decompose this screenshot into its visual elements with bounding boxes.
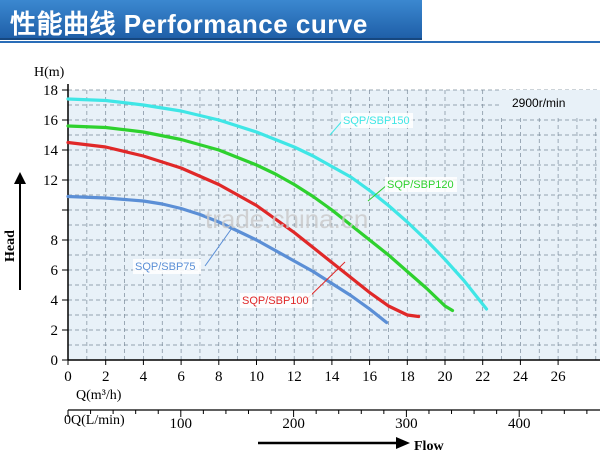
y-tick-label: 6 — [51, 263, 59, 279]
head-label: Head — [3, 230, 18, 262]
x2-tick-label: 200 — [282, 416, 305, 432]
y-tick-label: 16 — [43, 113, 59, 129]
flow-arrow-head — [396, 437, 410, 449]
speed-label: 2900r/min — [512, 96, 565, 110]
x2-tick-label: 300 — [395, 416, 418, 432]
y-tick-label: 2 — [51, 323, 59, 339]
series-label-leader — [329, 119, 344, 136]
watermark-text: trade.china.cn — [205, 204, 368, 234]
series-label-leader — [204, 227, 233, 267]
series-label-bg — [385, 177, 457, 192]
series-group — [66, 97, 489, 325]
series-label: SQP/SBP75 — [135, 261, 196, 273]
bottom-axes: Q(m³/h) 100 200 300 400 0Q(L/min) Flow — [64, 388, 600, 452]
series-label-leader — [367, 184, 388, 202]
title-underline — [0, 41, 600, 43]
x-tick-label: 18 — [400, 369, 415, 385]
series-line — [66, 194, 389, 325]
y-tick-label: 8 — [51, 233, 59, 249]
y-tick-label: 14 — [43, 143, 59, 159]
title-bar: 性能曲线 Performance curve — [0, 0, 422, 40]
x-tick-label: 6 — [177, 369, 185, 385]
series-label-bg — [133, 259, 201, 274]
head-label-group: Head — [3, 172, 26, 290]
series-line — [66, 140, 421, 319]
y-tick-label: 12 — [43, 173, 58, 189]
series-line — [66, 124, 455, 313]
labels-group: 2900r/min SQP/SBP75 SQP/SBP100 SQP/SBP120 SQ… — [133, 90, 600, 308]
x-tick-label: 24 — [513, 369, 529, 385]
x-tick-label: 8 — [215, 369, 223, 385]
x-axis-label: Q(m³/h) — [76, 388, 122, 403]
x2-tick-label: 100 — [170, 416, 193, 432]
head-arrow-head — [14, 172, 26, 184]
x-tick-label: 26 — [551, 369, 567, 385]
x2-tick-label: 400 — [508, 416, 531, 432]
x-tick-label: 22 — [475, 369, 490, 385]
y-tick-label: 0 — [51, 353, 59, 369]
x-tick-label: 10 — [249, 369, 264, 385]
x-tick-label: 14 — [324, 369, 340, 385]
x2-axis-label: 0Q(L/min) — [64, 413, 125, 428]
x-tick-label: 0 — [64, 369, 72, 385]
x-tick-label: 2 — [102, 369, 110, 385]
y-axis-label: H(m) — [34, 65, 65, 80]
series-label: SQP/SBP100 — [242, 295, 309, 307]
y-tick-label: 18 — [43, 83, 58, 99]
x-tick-label: 16 — [362, 369, 378, 385]
page-title: 性能曲线 Performance curve — [10, 9, 368, 39]
series-label-leader — [305, 261, 346, 301]
x-tick-label: 12 — [287, 369, 302, 385]
y-tick-label: 4 — [51, 293, 59, 309]
series-label-bg — [341, 113, 413, 128]
series-label: SQP/SBP120 — [387, 179, 454, 191]
series-label: SQP/SBP150 — [343, 115, 410, 127]
x-tick-label: 20 — [438, 369, 453, 385]
speed-box — [500, 90, 600, 116]
series-line — [66, 97, 489, 311]
flow-label: Flow — [414, 439, 444, 452]
x-tick-label: 4 — [140, 369, 148, 385]
series-label-bg — [240, 293, 312, 308]
